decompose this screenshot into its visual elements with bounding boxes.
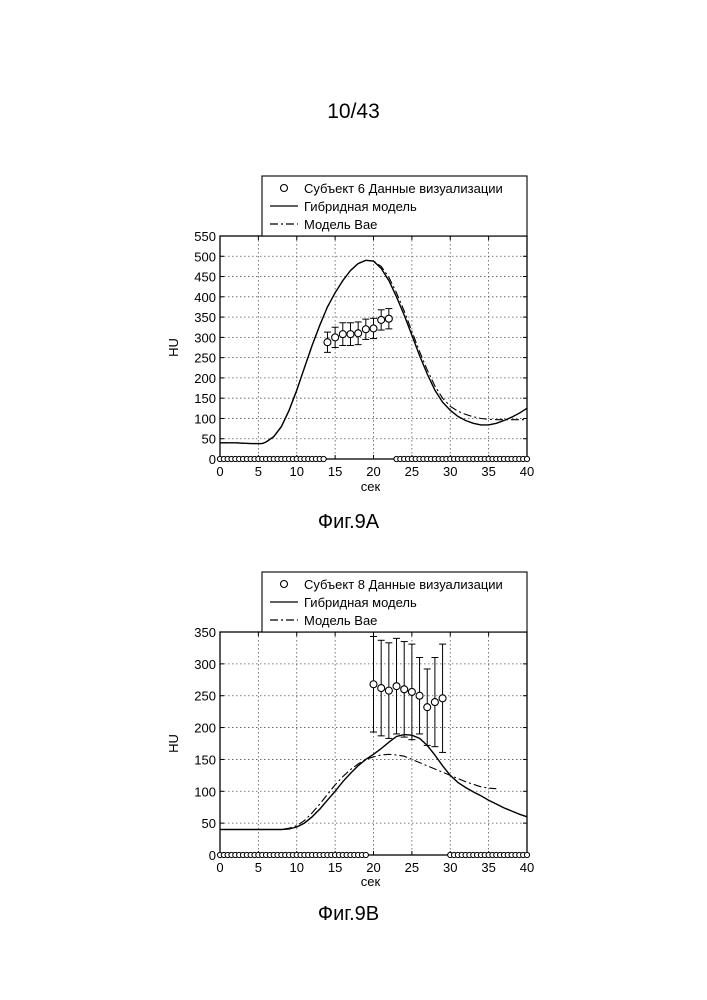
x-tick-label: 20	[366, 464, 380, 479]
y-tick-label: 100	[194, 784, 216, 799]
y-tick-label: 0	[209, 848, 216, 863]
data-point	[439, 695, 446, 702]
x-axis-label: сек	[361, 479, 381, 494]
x-tick-label: 0	[216, 860, 223, 875]
legend-label: Субъект 8 Данные визуализации	[304, 577, 503, 592]
x-tick-label: 30	[443, 860, 457, 875]
y-tick-label: 400	[194, 290, 216, 305]
x-tick-label: 10	[290, 860, 304, 875]
x-tick-label: 40	[520, 860, 534, 875]
y-tick-label: 350	[194, 310, 216, 325]
baseline-point	[524, 456, 529, 461]
data-point	[431, 699, 438, 706]
y-tick-label: 200	[194, 371, 216, 386]
y-axis-label: HU	[166, 734, 181, 753]
legend-marker	[281, 581, 288, 588]
legend: Субъект 6 Данные визуализации Гибридная м…	[262, 176, 527, 236]
legend-label: Гибридная модель	[304, 595, 417, 610]
y-tick-label: 500	[194, 249, 216, 264]
y-tick-label: 250	[194, 351, 216, 366]
x-tick-label: 5	[255, 860, 262, 875]
x-tick-label: 25	[405, 860, 419, 875]
data-point	[408, 688, 415, 695]
y-tick-label: 0	[209, 452, 216, 467]
data-point	[347, 331, 354, 338]
figure-caption-9b: Фиг.9В	[0, 903, 702, 926]
x-tick-label: 10	[290, 464, 304, 479]
y-tick-label: 150	[194, 391, 216, 406]
legend-label: Субъект 6 Данные визуализации	[304, 181, 503, 196]
x-tick-label: 40	[520, 464, 534, 479]
data-point	[324, 339, 331, 346]
data-point	[362, 326, 369, 333]
x-tick-label: 25	[405, 464, 419, 479]
x-tick-label: 5	[255, 464, 262, 479]
data-point	[378, 685, 385, 692]
y-axis-label: HU	[166, 338, 181, 357]
baseline-point	[363, 852, 368, 857]
x-axis-label: сек	[361, 874, 381, 889]
y-tick-label: 50	[202, 432, 216, 447]
y-tick-label: 200	[194, 721, 216, 736]
data-point	[339, 331, 346, 338]
y-tick-label: 550	[194, 229, 216, 244]
chart-9a: 0510152025303540050100150200250300350400…	[166, 176, 534, 494]
x-tick-label: 35	[481, 860, 495, 875]
data-point	[401, 686, 408, 693]
x-tick-label: 30	[443, 464, 457, 479]
y-tick-label: 250	[194, 689, 216, 704]
x-tick-label: 0	[216, 464, 223, 479]
data-point	[385, 687, 392, 694]
data-point	[416, 692, 423, 699]
x-tick-label: 15	[328, 464, 342, 479]
baseline-point	[321, 456, 326, 461]
x-tick-label: 15	[328, 860, 342, 875]
legend-label: Гибридная модель	[304, 199, 417, 214]
data-point	[385, 315, 392, 322]
x-tick-label: 35	[481, 464, 495, 479]
legend: Субъект 8 Данные визуализации Гибридная м…	[262, 572, 527, 632]
y-tick-label: 300	[194, 657, 216, 672]
x-tick-label: 20	[366, 860, 380, 875]
data-point	[355, 330, 362, 337]
y-tick-label: 450	[194, 270, 216, 285]
data-point	[393, 683, 400, 690]
legend-label: Модель Bae	[304, 217, 377, 232]
y-tick-label: 350	[194, 625, 216, 640]
baseline-point	[524, 852, 529, 857]
data-point	[378, 316, 385, 323]
y-tick-label: 100	[194, 411, 216, 426]
data-point	[370, 325, 377, 332]
legend-marker	[281, 185, 288, 192]
y-tick-label: 150	[194, 752, 216, 767]
data-point	[332, 334, 339, 341]
y-tick-label: 300	[194, 330, 216, 345]
legend-label: Модель Bae	[304, 613, 377, 628]
y-tick-label: 50	[202, 816, 216, 831]
data-point	[424, 704, 431, 711]
data-point	[370, 681, 377, 688]
chart-9b: 0 5 10 15 20 25 30 35 40 0 50 100 150 200 250 300 350 сек…	[166, 572, 534, 889]
figure-caption-9a: Фиг.9А	[0, 511, 702, 534]
